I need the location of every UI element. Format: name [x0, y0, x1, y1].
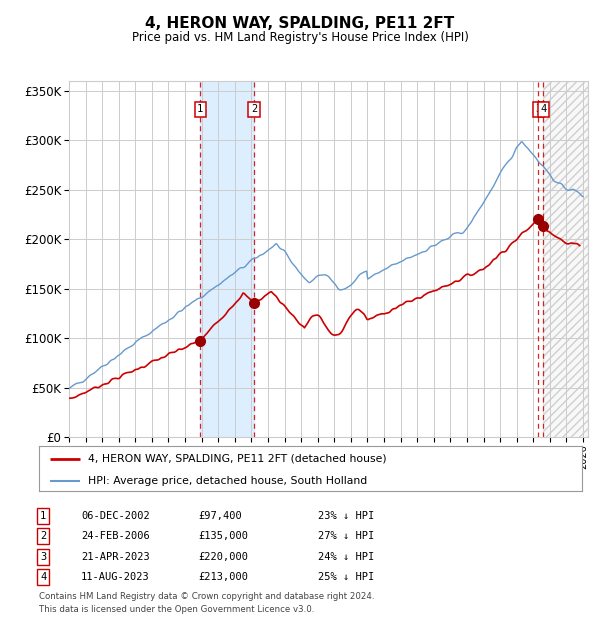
- Text: 1: 1: [40, 511, 46, 521]
- Text: 2: 2: [40, 531, 46, 541]
- Text: HPI: Average price, detached house, South Holland: HPI: Average price, detached house, Sout…: [88, 476, 367, 486]
- Text: 11-AUG-2023: 11-AUG-2023: [81, 572, 150, 582]
- Text: 23% ↓ HPI: 23% ↓ HPI: [318, 511, 374, 521]
- Bar: [544, 81, 588, 437]
- Text: 4, HERON WAY, SPALDING, PE11 2FT (detached house): 4, HERON WAY, SPALDING, PE11 2FT (detach…: [88, 454, 386, 464]
- Text: £220,000: £220,000: [198, 552, 248, 562]
- Text: 2: 2: [251, 104, 257, 114]
- Text: 3: 3: [40, 552, 46, 562]
- Text: This data is licensed under the Open Government Licence v3.0.: This data is licensed under the Open Gov…: [39, 604, 314, 614]
- Text: 24% ↓ HPI: 24% ↓ HPI: [318, 552, 374, 562]
- Text: Contains HM Land Registry data © Crown copyright and database right 2024.: Contains HM Land Registry data © Crown c…: [39, 592, 374, 601]
- Text: 24-FEB-2006: 24-FEB-2006: [81, 531, 150, 541]
- Text: 4: 4: [40, 572, 46, 582]
- Text: £97,400: £97,400: [198, 511, 242, 521]
- Bar: [200, 81, 254, 437]
- Text: 27% ↓ HPI: 27% ↓ HPI: [318, 531, 374, 541]
- Text: 25% ↓ HPI: 25% ↓ HPI: [318, 572, 374, 582]
- Text: 4, HERON WAY, SPALDING, PE11 2FT: 4, HERON WAY, SPALDING, PE11 2FT: [145, 16, 455, 30]
- Text: Price paid vs. HM Land Registry's House Price Index (HPI): Price paid vs. HM Land Registry's House …: [131, 31, 469, 44]
- Text: £135,000: £135,000: [198, 531, 248, 541]
- Text: 4: 4: [540, 104, 547, 114]
- Bar: [544, 81, 588, 437]
- Text: 3: 3: [535, 104, 542, 114]
- Text: £213,000: £213,000: [198, 572, 248, 582]
- Text: 06-DEC-2002: 06-DEC-2002: [81, 511, 150, 521]
- Text: 1: 1: [197, 104, 203, 114]
- Bar: [544, 81, 588, 437]
- Text: 21-APR-2023: 21-APR-2023: [81, 552, 150, 562]
